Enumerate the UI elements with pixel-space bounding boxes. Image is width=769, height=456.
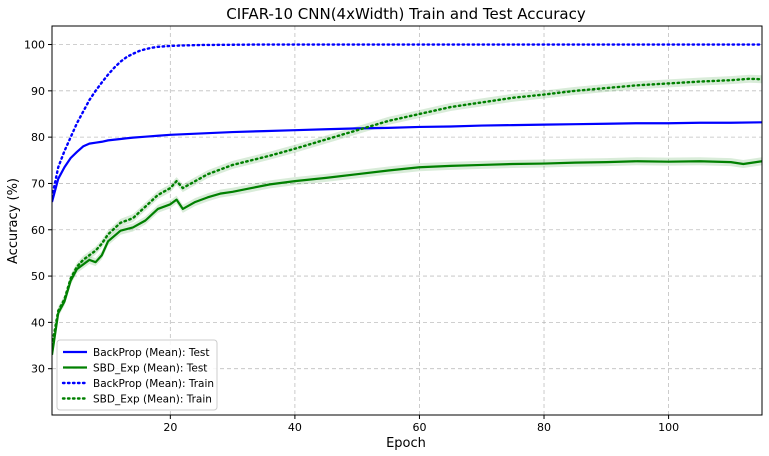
y-tick-label: 60 bbox=[31, 224, 45, 237]
series-line-3 bbox=[52, 77, 762, 347]
plot-frame bbox=[51, 25, 763, 416]
series-line-0 bbox=[52, 121, 762, 203]
y-ticks: 30 40 50 60 70 80 90 100 bbox=[24, 39, 52, 376]
y-tick-label: 80 bbox=[31, 131, 45, 144]
x-tick-label: 100 bbox=[658, 421, 679, 434]
y-tick-label: 30 bbox=[31, 363, 45, 376]
legend: BackProp (Mean): Test SBD_Exp (Mean): Tes… bbox=[56, 339, 218, 411]
y-tick-label: 70 bbox=[31, 177, 45, 190]
x-ticks: 20 40 60 80 100 bbox=[163, 415, 679, 434]
y-tick-label: 90 bbox=[31, 85, 45, 98]
series-lines bbox=[52, 43, 762, 355]
legend-label-0: BackProp (Mean): Test bbox=[93, 347, 210, 359]
legend-label-1: SBD_Exp (Mean): Test bbox=[93, 363, 207, 375]
series-line-2 bbox=[52, 43, 762, 199]
x-axis-label: Epoch bbox=[386, 436, 426, 451]
legend-label-2: BackProp (Mean): Train bbox=[93, 378, 214, 390]
x-tick-label: 80 bbox=[537, 421, 551, 434]
legend-box bbox=[56, 339, 218, 411]
y-tick-label: 40 bbox=[31, 316, 45, 329]
x-tick-label: 20 bbox=[163, 421, 177, 434]
x-gridlines bbox=[169, 26, 669, 415]
y-tick-label: 100 bbox=[24, 39, 45, 52]
chart-title: CIFAR-10 CNN(4xWidth) Train and Test Acc… bbox=[226, 5, 586, 23]
legend-label-3: SBD_Exp (Mean): Train bbox=[93, 394, 212, 406]
series-line-1 bbox=[52, 160, 762, 355]
y-tick-label: 50 bbox=[31, 270, 45, 283]
series-band-1 bbox=[52, 157, 762, 359]
x-tick-label: 40 bbox=[288, 421, 302, 434]
y-axis-label: Accuracy (%) bbox=[6, 178, 21, 264]
x-tick-label: 60 bbox=[412, 421, 426, 434]
